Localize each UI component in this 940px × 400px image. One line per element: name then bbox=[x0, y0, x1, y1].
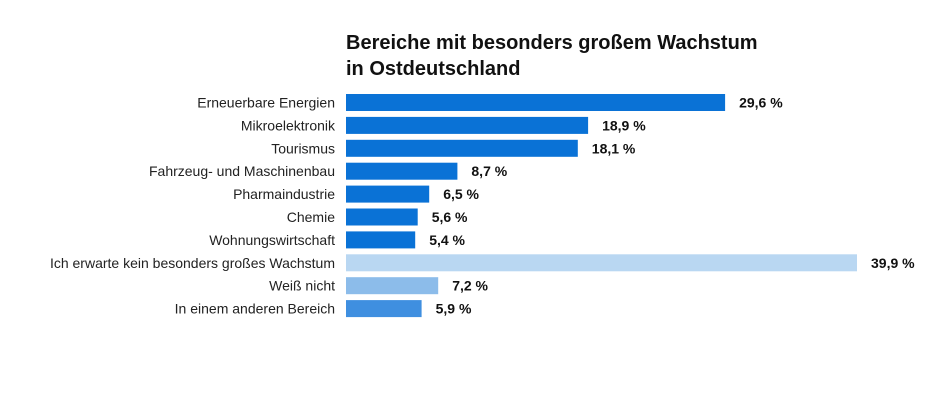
bar-0 bbox=[346, 94, 726, 111]
value-label-8: 7,2 % bbox=[452, 278, 488, 294]
value-label-1: 18,9 % bbox=[602, 117, 646, 133]
category-label-7: Ich erwarte kein besonders großes Wachst… bbox=[50, 255, 335, 271]
value-label-0: 29,6 % bbox=[739, 95, 783, 111]
category-label-6: Wohnungswirtschaft bbox=[209, 232, 335, 248]
bar-2 bbox=[346, 139, 578, 157]
category-label-1: Mikroelektronik bbox=[241, 117, 336, 133]
bar-4 bbox=[346, 185, 430, 203]
value-label-9: 5,9 % bbox=[436, 301, 472, 317]
bar-8 bbox=[346, 277, 439, 295]
value-label-7: 39,9 % bbox=[871, 255, 915, 271]
bar-9 bbox=[346, 300, 422, 318]
category-label-8: Weiß nicht bbox=[269, 278, 335, 294]
chart-title: Bereiche mit besonders großem Wachstum i… bbox=[346, 30, 866, 82]
category-label-2: Tourismus bbox=[271, 140, 335, 156]
bar-5 bbox=[346, 208, 418, 226]
value-label-2: 18,1 % bbox=[592, 140, 636, 156]
category-label-0: Erneuerbare Energien bbox=[197, 95, 335, 111]
value-label-4: 6,5 % bbox=[443, 186, 479, 202]
chart-title-line-2: in Ostdeutschland bbox=[346, 58, 521, 80]
category-label-5: Chemie bbox=[287, 209, 335, 225]
category-label-3: Fahrzeug- und Maschinenbau bbox=[149, 163, 335, 179]
bar-6 bbox=[346, 231, 416, 249]
category-label-9: In einem anderen Bereich bbox=[175, 301, 335, 317]
value-label-5: 5,6 % bbox=[432, 209, 468, 225]
bar-1 bbox=[346, 116, 589, 134]
value-label-3: 8,7 % bbox=[471, 163, 507, 179]
bar-7 bbox=[346, 254, 857, 272]
chart-title-line-1: Bereiche mit besonders großem Wachstum bbox=[346, 32, 758, 54]
category-label-4: Pharmaindustrie bbox=[233, 186, 335, 202]
value-label-6: 5,4 % bbox=[429, 232, 465, 248]
bar-3 bbox=[346, 162, 458, 180]
